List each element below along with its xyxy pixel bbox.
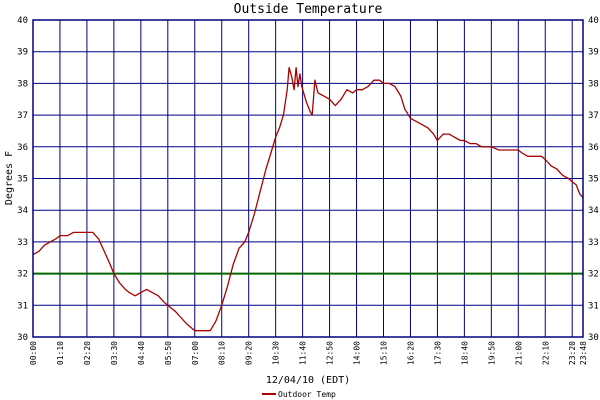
y-tick-label: 30 (17, 333, 28, 343)
y-tick-label-right: 33 (588, 238, 599, 248)
x-tick-label: 04:40 (137, 341, 146, 365)
x-tick-label: 15:10 (379, 341, 388, 365)
y-tick-labels-right: 30 31 32 33 34 35 36 37 38 39 40 (588, 16, 599, 343)
x-tick-label: 07:00 (191, 341, 200, 365)
x-tick-label: 09:20 (245, 341, 254, 365)
y-tick-label-right: 30 (588, 333, 599, 343)
y-tick-label: 36 (17, 143, 28, 153)
y-tick-label-right: 38 (588, 79, 599, 89)
y-tick-label-right: 39 (588, 48, 599, 58)
plot-area-border (32, 19, 584, 338)
x-tick-label: 08:10 (218, 341, 227, 365)
y-tick-label: 33 (17, 238, 28, 248)
x-tick-label: 21:00 (514, 341, 523, 365)
x-tick-label: 05:50 (164, 341, 173, 365)
plot-frame (32, 19, 584, 338)
grid (32, 19, 584, 338)
x-tick-label: 10:30 (272, 341, 281, 365)
y-tick-labels-left: 30 31 32 33 34 35 36 37 38 39 40 (17, 16, 28, 343)
y-tick-label: 38 (17, 79, 28, 89)
x-tick-label: 19:50 (487, 341, 496, 365)
x-tick-label: 14:00 (353, 341, 362, 365)
chart-title: Outside Temperature (234, 2, 383, 17)
x-tick-label: 23:20 (568, 341, 577, 365)
y-tick-label: 39 (17, 48, 28, 58)
y-tick-label: 37 (17, 111, 28, 121)
x-tick-label: 16:20 (406, 341, 415, 365)
x-tick-label: 22:10 (541, 341, 550, 365)
x-tick-label: 18:40 (460, 341, 469, 365)
y-tick-label: 35 (17, 175, 28, 185)
y-tick-label: 34 (17, 206, 28, 216)
x-tick-labels: 00:00 01:10 02:20 03:30 04:40 05:50 07:00 08:10… (29, 341, 588, 365)
x-tick-label: 12:50 (326, 341, 335, 365)
x-tick-label: 17:30 (433, 341, 442, 365)
y-tick-label-right: 31 (588, 301, 599, 311)
x-axis-label: 12/04/10 (EDT) (266, 375, 350, 386)
x-tick-label: 23:48 (579, 341, 588, 365)
y-tick-label-right: 36 (588, 143, 599, 153)
legend: Outdoor Temp (262, 390, 336, 399)
x-tick-label: 00:00 (29, 341, 38, 365)
y-tick-label: 31 (17, 301, 28, 311)
y-tick-label-right: 40 (588, 16, 599, 26)
y-tick-label: 40 (17, 16, 28, 26)
y-tick-label-right: 32 (588, 270, 599, 280)
series-line-outdoor-temp (32, 66, 584, 332)
x-tick-label: 03:30 (110, 341, 119, 365)
y-axis-label: Degrees F (4, 151, 15, 205)
y-tick-label: 32 (17, 270, 28, 280)
y-tick-label-right: 37 (588, 111, 599, 121)
x-tick-label: 02:20 (83, 341, 92, 365)
y-tick-label-right: 34 (588, 206, 599, 216)
legend-label-outdoor-temp: Outdoor Temp (278, 390, 336, 399)
y-tick-label-right: 35 (588, 175, 599, 185)
x-tick-label: 11:40 (299, 341, 308, 365)
x-tick-label: 01:10 (56, 341, 65, 365)
series-layer (32, 66, 584, 332)
